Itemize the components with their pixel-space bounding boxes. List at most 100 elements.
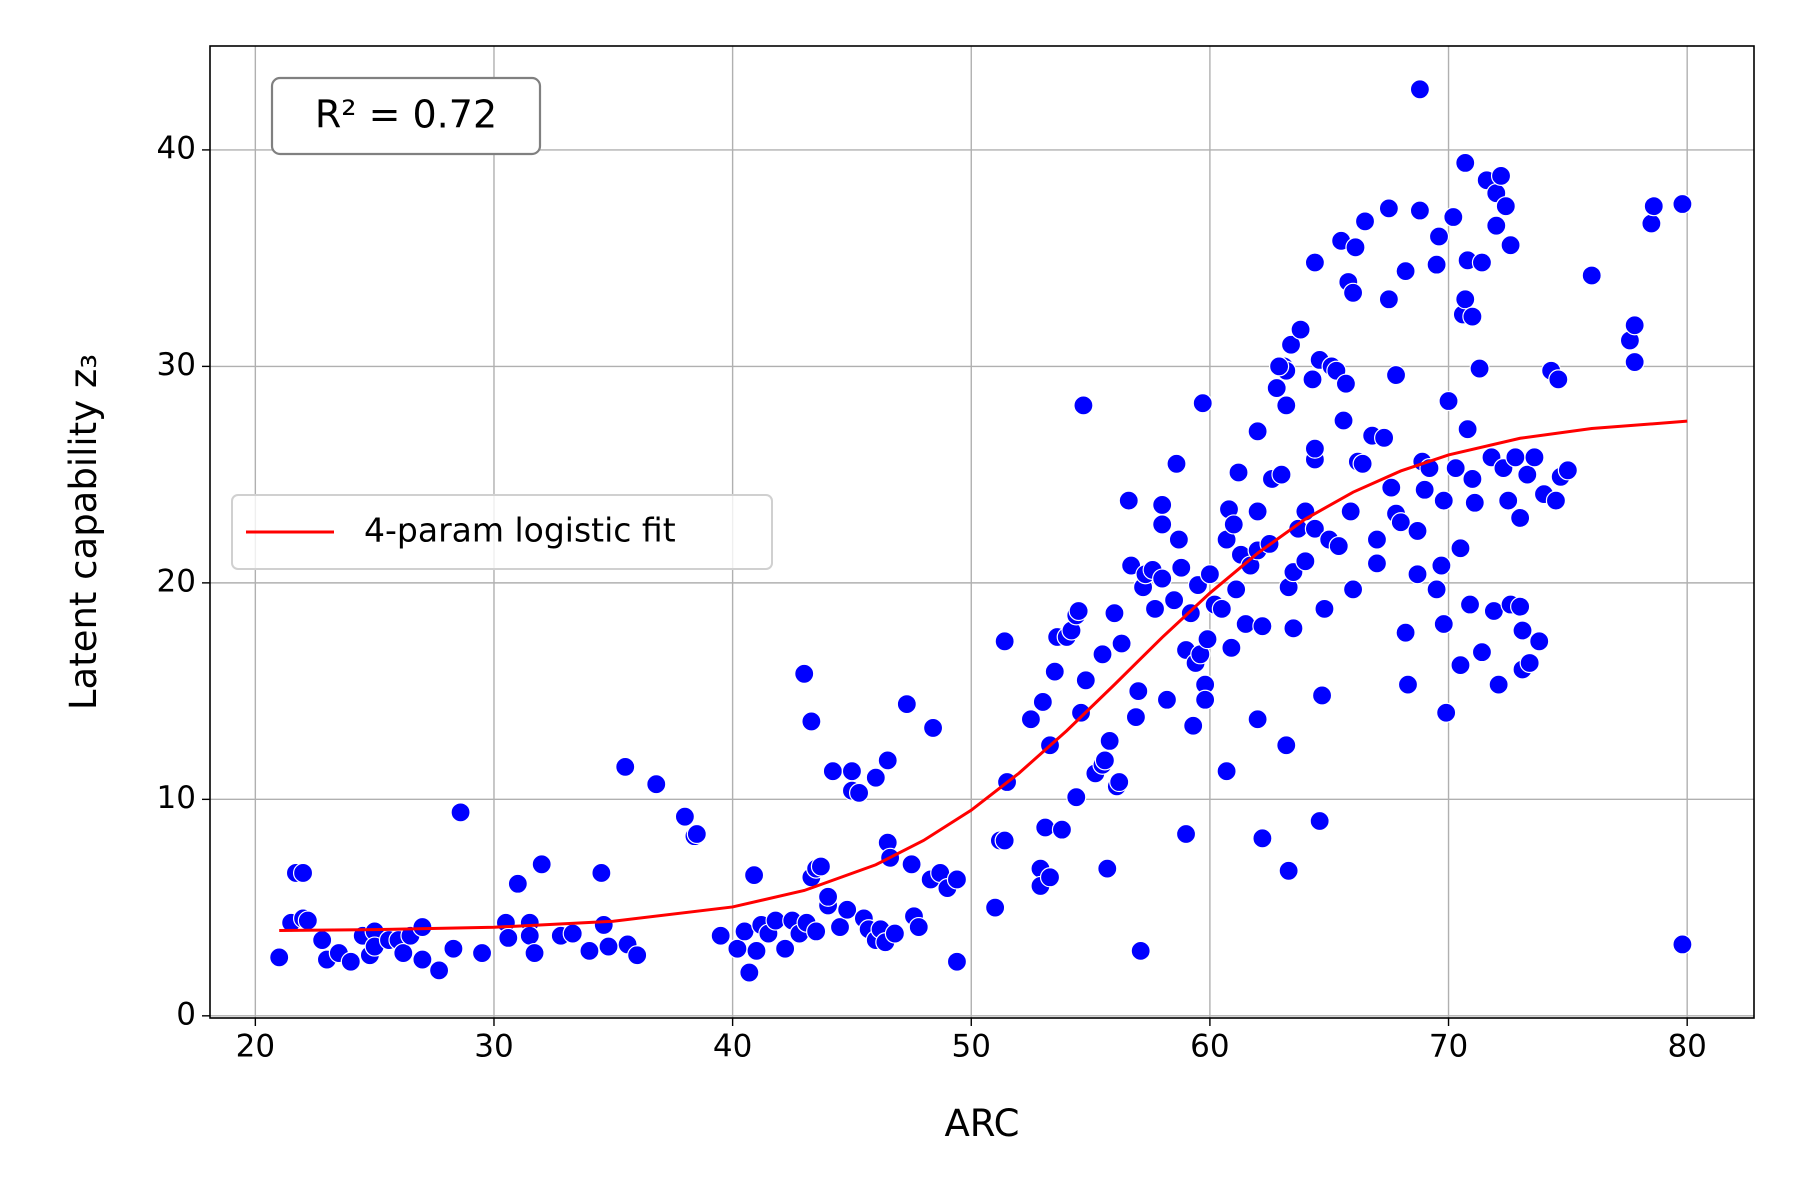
scatter-point <box>1094 750 1115 771</box>
scatter-point <box>841 761 863 782</box>
scatter-point <box>443 938 464 959</box>
scatter-point <box>1035 817 1056 838</box>
scatter-point <box>801 711 822 732</box>
scatter-point <box>746 940 767 961</box>
scatter-point <box>1235 613 1256 635</box>
scatter-point <box>994 830 1015 851</box>
scatter-point <box>1335 373 1357 394</box>
scatter-point <box>1428 226 1450 247</box>
scatter-point <box>1152 514 1173 535</box>
scatter-point <box>1032 691 1053 713</box>
scatter-point <box>507 873 528 894</box>
scatter-point <box>1252 616 1273 637</box>
scatter-point <box>1068 600 1089 622</box>
scatter-point <box>1390 512 1411 533</box>
scatter-point <box>1099 730 1120 752</box>
scatter-point <box>817 886 839 907</box>
scatter-point <box>1409 200 1431 221</box>
scatter-point <box>627 945 648 966</box>
scatter-point <box>1252 828 1273 849</box>
scatter-point <box>1342 579 1364 600</box>
scatter-point <box>1431 555 1452 576</box>
scatter-point <box>1247 709 1268 730</box>
scatter-point <box>1641 213 1662 234</box>
scatter-point <box>1192 393 1213 414</box>
scatter-point <box>1510 507 1531 529</box>
x-tick-label: 80 <box>1667 1029 1706 1065</box>
scatter-point <box>1366 553 1388 574</box>
scatter-point <box>1304 518 1326 539</box>
x-tick-label: 60 <box>1190 1029 1229 1065</box>
scatter-point <box>498 927 519 949</box>
scatter-point <box>794 663 815 684</box>
scatter-point <box>471 942 493 964</box>
scatter-point <box>1672 934 1693 955</box>
scatter-point <box>1168 529 1189 550</box>
scatter-point <box>1407 564 1428 585</box>
scatter-point <box>1345 237 1366 258</box>
scatter-point <box>1510 596 1531 617</box>
scatter-point <box>1228 462 1249 483</box>
scatter-point <box>519 925 540 946</box>
scatter-point <box>531 854 552 875</box>
scatter-point <box>1378 289 1399 310</box>
scatter-point <box>1443 206 1464 228</box>
scatter-point <box>710 925 731 946</box>
scatter-point <box>340 951 361 972</box>
scatter-point <box>1271 464 1292 485</box>
scatter-point <box>428 960 450 981</box>
scatter-point <box>562 923 583 944</box>
x-tick-label: 30 <box>474 1029 513 1065</box>
scatter-point <box>1471 252 1493 273</box>
scatter-point <box>593 914 614 936</box>
scatter-point <box>1156 689 1178 710</box>
scatter-point <box>1269 356 1290 377</box>
scatter-point <box>1247 421 1268 442</box>
scatter-point <box>849 782 870 803</box>
scatter-point <box>865 767 886 788</box>
scatter-point <box>1051 819 1073 840</box>
scatter-point <box>822 761 843 782</box>
scatter-point <box>1455 152 1476 173</box>
scatter-point <box>775 938 796 959</box>
x-tick-label: 70 <box>1429 1029 1468 1065</box>
scatter-point <box>884 923 905 944</box>
scatter-point <box>1092 644 1113 665</box>
scatter-point <box>1278 860 1299 881</box>
scatter-point <box>1075 670 1096 691</box>
scatter-point <box>1397 674 1419 695</box>
scatter-point <box>1624 351 1645 373</box>
scatter-point <box>1433 490 1454 511</box>
scatter-point <box>1183 715 1204 736</box>
scatter-point <box>591 862 612 884</box>
scatter-point <box>1166 453 1187 474</box>
scatter-point <box>1111 633 1132 654</box>
scatter-point <box>1309 810 1330 832</box>
scatter-point <box>1436 702 1457 723</box>
scatter-point <box>598 936 619 957</box>
scatter-point <box>1381 477 1402 498</box>
scatter-point <box>1211 598 1232 619</box>
scatter-point <box>946 951 968 972</box>
scatter-point <box>1130 940 1151 961</box>
y-tick-label: 20 <box>157 563 196 599</box>
scatter-point <box>908 916 929 938</box>
scatter-point <box>1311 685 1333 706</box>
scatter-point <box>1066 787 1087 808</box>
plot-frame <box>209 45 1755 1019</box>
scatter-point <box>1109 771 1130 793</box>
scatter-point <box>1366 529 1388 550</box>
scatter-point <box>1395 622 1416 643</box>
scatter-point <box>1385 364 1407 386</box>
scatter-point <box>1216 761 1237 782</box>
scatter-point <box>1450 655 1471 676</box>
scatter-point <box>1490 165 1512 186</box>
scatter-point <box>1073 395 1094 416</box>
scatter-point <box>1333 410 1354 431</box>
scatter-point <box>1374 427 1395 448</box>
scatter-point <box>1223 514 1244 535</box>
scatter-point <box>1152 494 1173 516</box>
scatter-point <box>1104 603 1125 624</box>
scatter-point <box>1486 215 1507 236</box>
scatter-point <box>1409 79 1431 100</box>
